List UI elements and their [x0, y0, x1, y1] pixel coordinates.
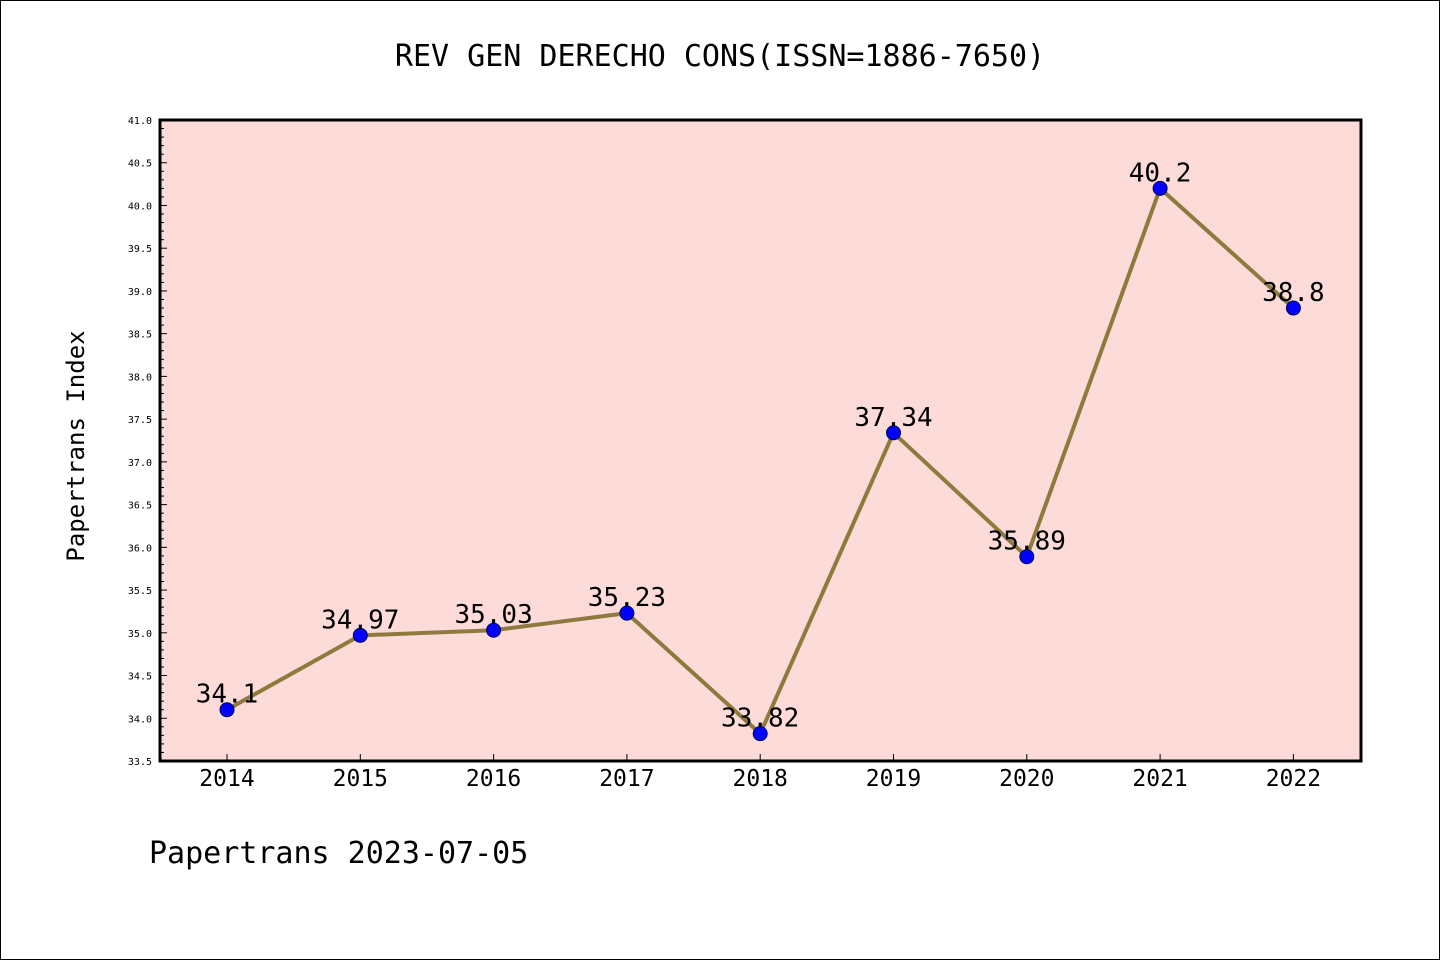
chart-title: REV GEN DERECHO CONS(ISSN=1886-7650)	[395, 39, 1045, 74]
y-tick-label: 36.5	[128, 501, 152, 512]
y-tick-label: 35.0	[128, 629, 152, 640]
data-label: 35.23	[588, 583, 666, 613]
y-tick-label: 34.5	[128, 672, 152, 683]
data-point	[1285, 300, 1301, 316]
plot-border	[158, 118, 1363, 763]
x-tick-label: 2019	[866, 766, 921, 792]
x-tick-label: 2021	[1132, 766, 1187, 792]
data-point	[1019, 549, 1035, 565]
y-tick-label: 40.5	[128, 159, 152, 170]
x-tick-label: 2018	[733, 766, 788, 792]
y-tick-label: 34.0	[128, 714, 152, 725]
x-tick-label: 2022	[1266, 766, 1321, 792]
y-tick-label: 33.5	[128, 757, 152, 768]
x-tick-label: 2016	[466, 766, 521, 792]
y-tick-label: 40.0	[128, 201, 152, 212]
y-tick-label: 39.5	[128, 244, 152, 255]
footer-source-date: Papertrans 2023-07-05	[149, 836, 528, 871]
data-label: 40.2	[1129, 158, 1192, 188]
y-tick-label: 37.0	[128, 458, 152, 469]
data-point	[752, 726, 768, 742]
series-line-group	[219, 180, 1301, 742]
x-tick-label: 2017	[599, 766, 654, 792]
data-labels: 34.1 34.97 35.03 35.23 33.82 37.34 35.89 40.2 38…	[196, 158, 1325, 733]
x-tick-label: 2014	[199, 766, 254, 792]
data-label: 33.82	[721, 704, 799, 734]
data-point	[886, 425, 901, 441]
data-point	[219, 702, 235, 718]
data-label: 38.8	[1262, 278, 1325, 308]
data-point	[486, 622, 502, 638]
y-tick-label: 41.0	[128, 116, 152, 127]
data-label: 35.89	[988, 527, 1066, 557]
y-tick-label: 35.5	[128, 586, 152, 597]
data-label: 37.34	[854, 403, 932, 433]
y-tick-label: 39.0	[128, 287, 152, 298]
data-label: 35.03	[454, 600, 532, 630]
data-label: 34.97	[321, 605, 399, 635]
data-label: 34.1	[196, 680, 259, 710]
plot-area	[160, 120, 1361, 761]
data-point	[352, 627, 368, 643]
x-tick-label: 2015	[333, 766, 388, 792]
y-tick-label: 38.0	[128, 372, 152, 383]
data-point	[1152, 180, 1168, 196]
x-axis: 2014 2015 2016 2017 2018 2019 2020 2021 2022	[199, 754, 1321, 792]
x-tick-label: 2020	[999, 766, 1054, 792]
y-tick-label: 36.0	[128, 543, 152, 554]
data-point	[619, 605, 635, 621]
y-tick-label: 38.5	[128, 330, 152, 341]
y-tick-label: 37.5	[128, 415, 152, 426]
y-axis-label: Papertrans Index	[62, 330, 90, 561]
